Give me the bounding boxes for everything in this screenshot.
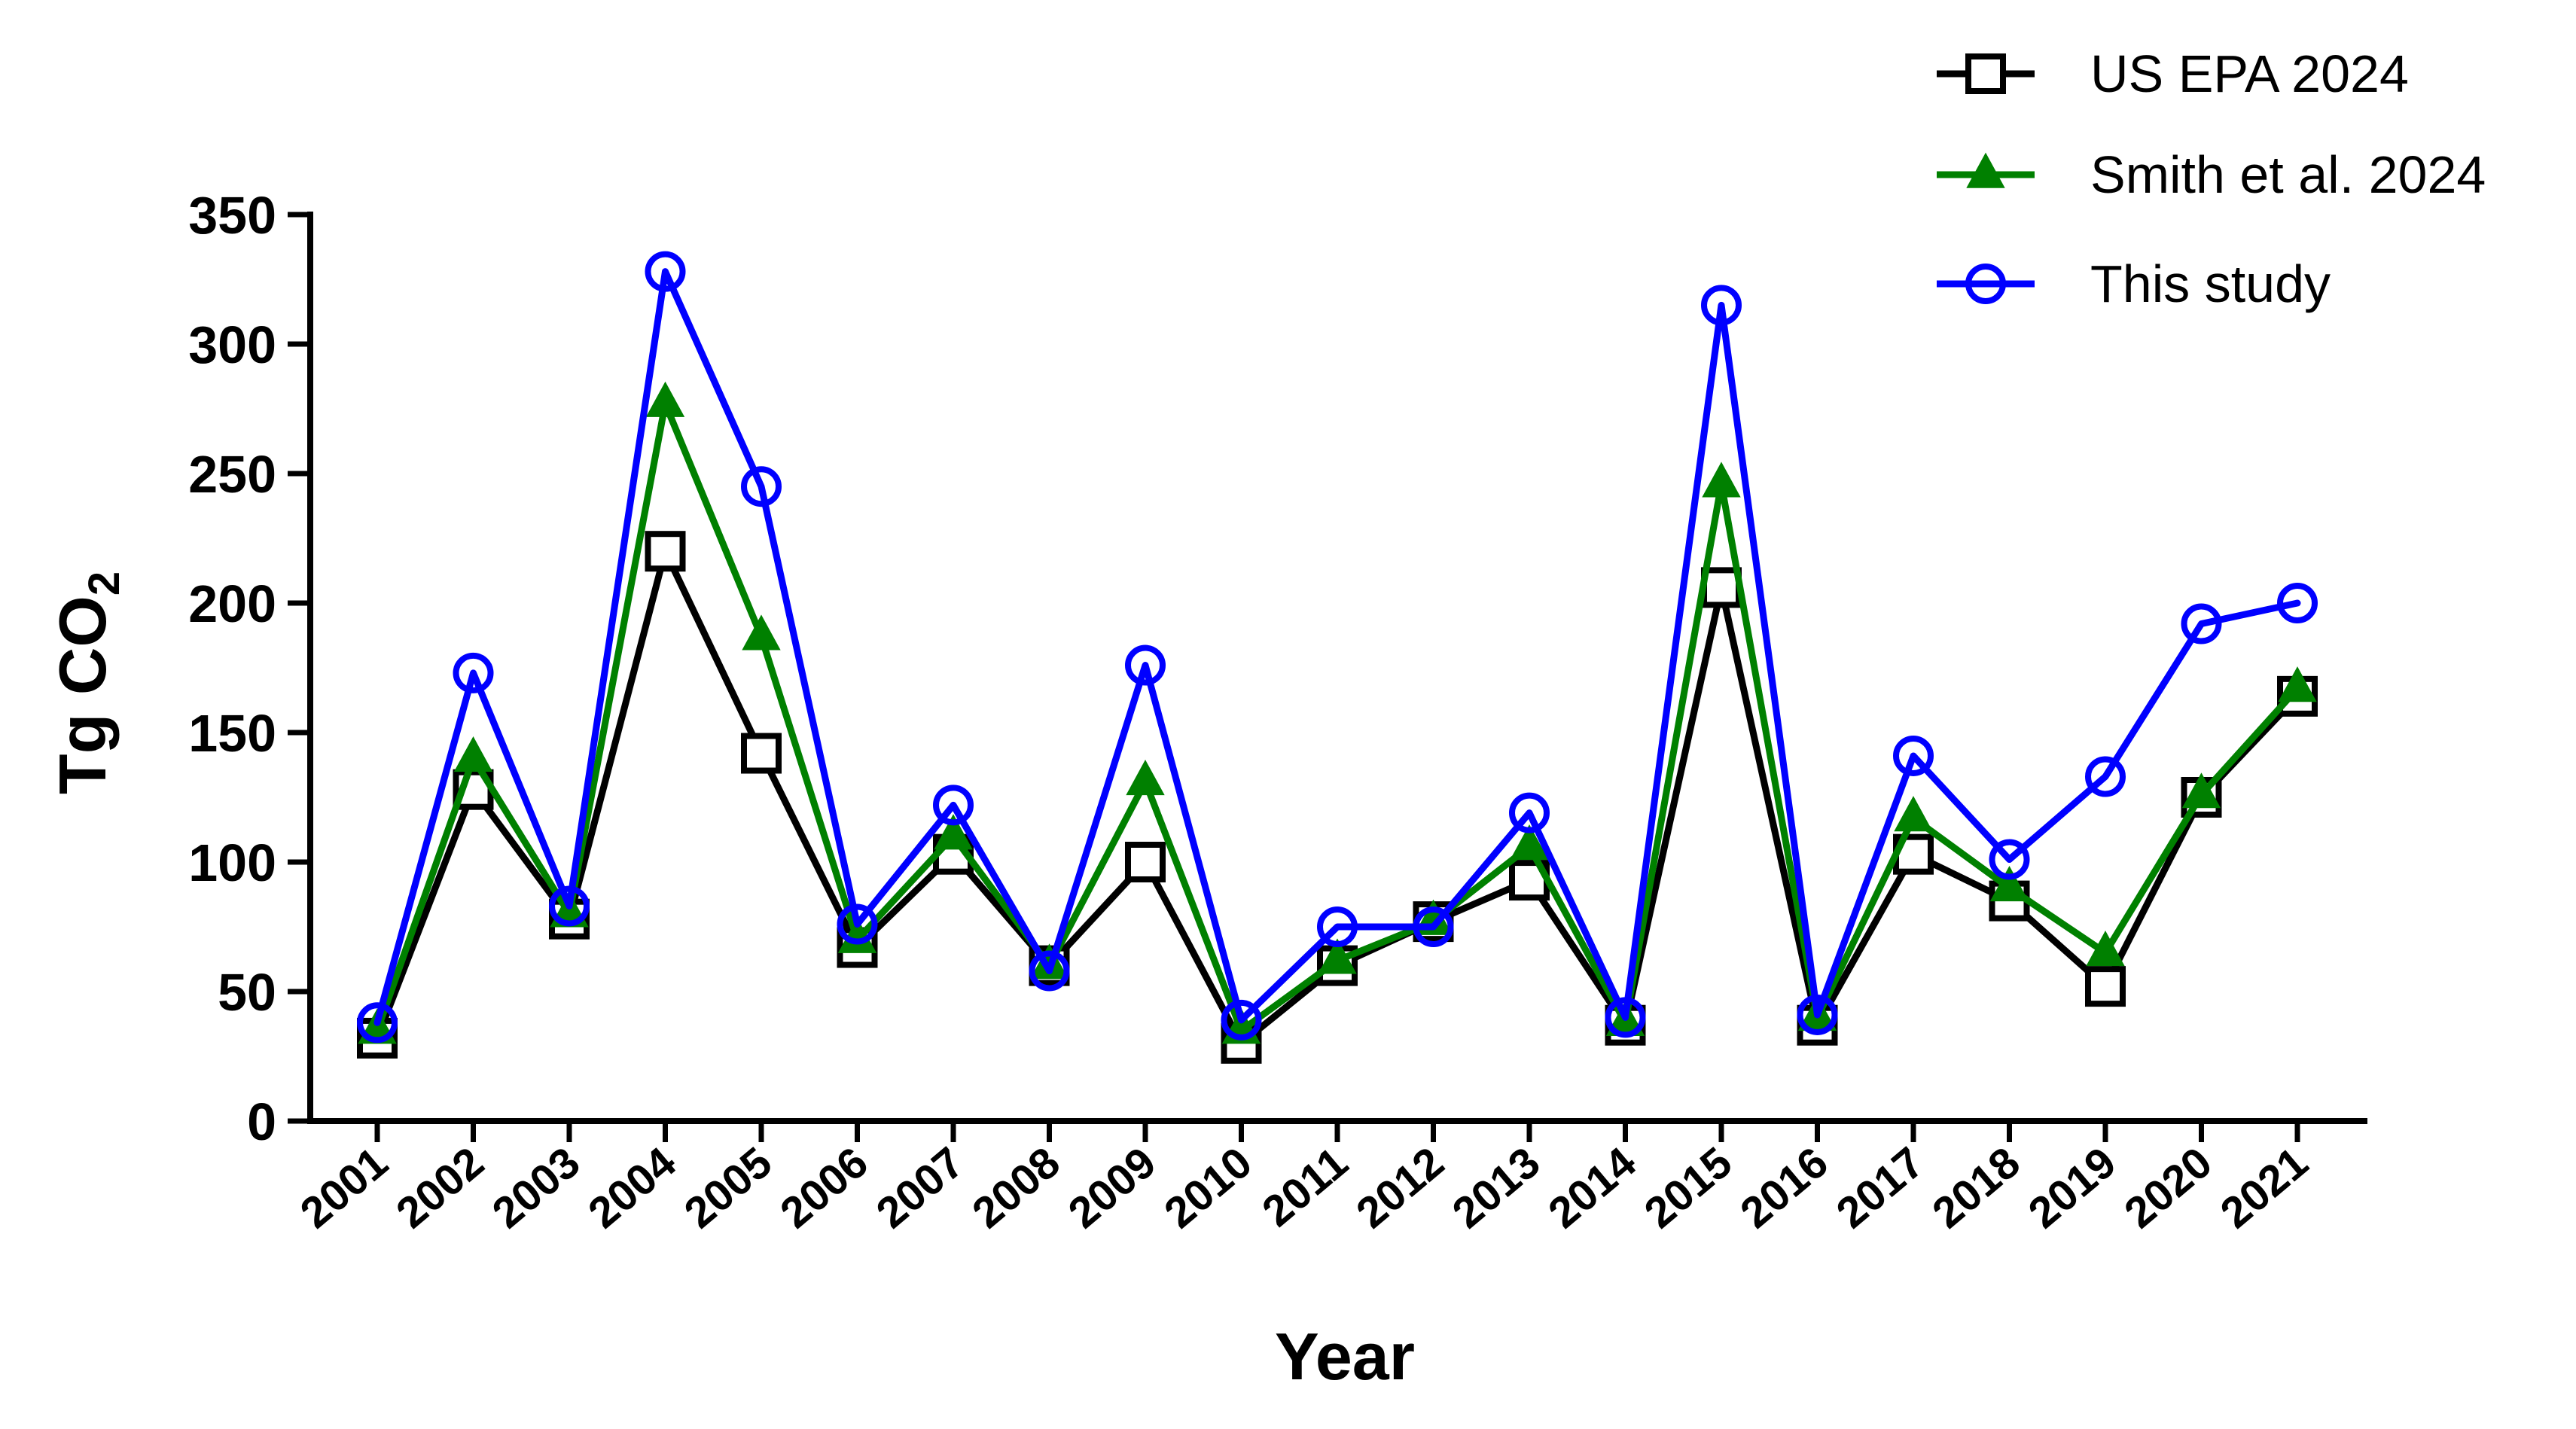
- data-point: [1701, 285, 1742, 326]
- x-tick-label: 2001: [291, 1138, 398, 1238]
- data-point: [1702, 462, 1741, 498]
- data-point: [837, 903, 878, 945]
- data-point: [2086, 931, 2125, 967]
- data-point: [2085, 756, 2126, 797]
- x-tick-label: 2020: [2115, 1138, 2221, 1238]
- data-point: [1894, 796, 1933, 832]
- data-point: [934, 814, 973, 850]
- legend-marker: [1965, 264, 2006, 304]
- legend-item: US EPA 2024: [1937, 44, 2409, 103]
- data-point: [549, 885, 590, 927]
- data-point: [2278, 666, 2317, 702]
- y-tick-label: 300: [188, 315, 276, 374]
- x-tick-label: 2013: [1443, 1138, 1550, 1238]
- x-tick-label: 2005: [675, 1138, 782, 1238]
- y-tick-label: 100: [188, 833, 276, 892]
- data-point: [1893, 735, 1934, 776]
- y-tick-label: 50: [218, 963, 276, 1022]
- data-point: [645, 531, 686, 572]
- data-point: [741, 733, 782, 774]
- legend-marker: [1965, 53, 2006, 94]
- data-point: [2181, 772, 2221, 809]
- legend-label: Smith et al. 2024: [2090, 145, 2486, 204]
- data-point: [1125, 842, 1166, 882]
- data-point: [1510, 824, 1549, 861]
- data-point: [645, 381, 685, 417]
- series-layer: [357, 251, 2318, 1064]
- x-tick-label: 2002: [387, 1138, 493, 1238]
- x-tick-label: 2009: [1059, 1138, 1166, 1238]
- x-tick-label: 2015: [1636, 1138, 1742, 1238]
- data-point: [1989, 866, 2029, 902]
- x-tick-label: 2004: [579, 1138, 685, 1238]
- legend-label: This study: [2090, 254, 2331, 313]
- x-tick-label: 2021: [2212, 1138, 2318, 1238]
- x-tick-label: 2019: [2020, 1138, 2126, 1238]
- x-tick-label: 2012: [1347, 1138, 1453, 1238]
- x-tick-label: 2010: [1155, 1138, 1261, 1238]
- x-tick-label: 2006: [771, 1138, 877, 1238]
- data-point: [1509, 792, 1550, 833]
- data-point: [1317, 906, 1358, 947]
- data-point: [1797, 994, 1838, 1035]
- legend-label: US EPA 2024: [2090, 44, 2409, 103]
- data-point: [453, 736, 493, 772]
- series-0: [357, 531, 2318, 1064]
- y-tick-label: 350: [188, 186, 276, 245]
- series-line: [373, 268, 2301, 1026]
- data-point: [1605, 997, 1646, 1038]
- y-axis-title: Tg CO2: [45, 571, 129, 794]
- y-tick-label: 0: [247, 1092, 276, 1151]
- legend-marker: [1966, 152, 2005, 188]
- x-tick-label: 2016: [1731, 1138, 1837, 1238]
- x-tick-label: 2008: [963, 1138, 1069, 1238]
- legend-item: Smith et al. 2024: [1937, 145, 2486, 204]
- data-point: [453, 652, 494, 693]
- x-tick-label: 2017: [1828, 1138, 1934, 1238]
- data-point: [2181, 603, 2222, 644]
- legend: US EPA 2024 Smith et al. 2024 This study: [1937, 44, 2486, 313]
- data-point: [2277, 583, 2318, 623]
- y-tick-label: 150: [188, 704, 276, 763]
- data-point: [1029, 950, 1070, 992]
- data-point: [1318, 938, 1357, 974]
- y-tick-label: 250: [188, 445, 276, 504]
- data-point: [357, 1002, 398, 1044]
- data-point: [1989, 839, 2030, 880]
- data-point: [1413, 906, 1454, 947]
- data-point: [1125, 644, 1166, 686]
- data-point: [742, 614, 781, 651]
- x-tick-label: 2007: [867, 1138, 974, 1238]
- x-axis-title: Year: [1275, 1319, 1415, 1394]
- legend-item: This study: [1937, 254, 2331, 313]
- x-tick-label: 2018: [1923, 1138, 2029, 1238]
- axes: 0501001502002503003502001200220032004200…: [45, 186, 2367, 1394]
- data-point: [1701, 567, 1742, 608]
- x-tick-label: 2014: [1539, 1138, 1645, 1238]
- data-point: [741, 466, 782, 507]
- series-line: [373, 400, 2301, 1034]
- data-point: [645, 251, 686, 292]
- data-point: [1126, 759, 1165, 796]
- data-point: [1221, 999, 1262, 1041]
- x-tick-label: 2003: [483, 1138, 590, 1238]
- data-point: [933, 785, 974, 826]
- x-tick-label: 2011: [1253, 1138, 1357, 1236]
- series-2: [357, 251, 2318, 1044]
- data-point: [2085, 966, 2126, 1007]
- y-tick-label: 200: [188, 574, 276, 633]
